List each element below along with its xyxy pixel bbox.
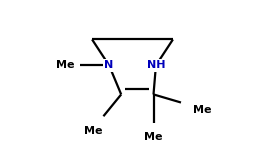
Text: Me: Me: [193, 105, 212, 115]
Text: Me: Me: [84, 126, 102, 136]
Text: Me: Me: [56, 60, 75, 70]
Text: NH: NH: [147, 60, 165, 70]
Text: N: N: [104, 60, 114, 70]
Text: Me: Me: [144, 132, 163, 142]
